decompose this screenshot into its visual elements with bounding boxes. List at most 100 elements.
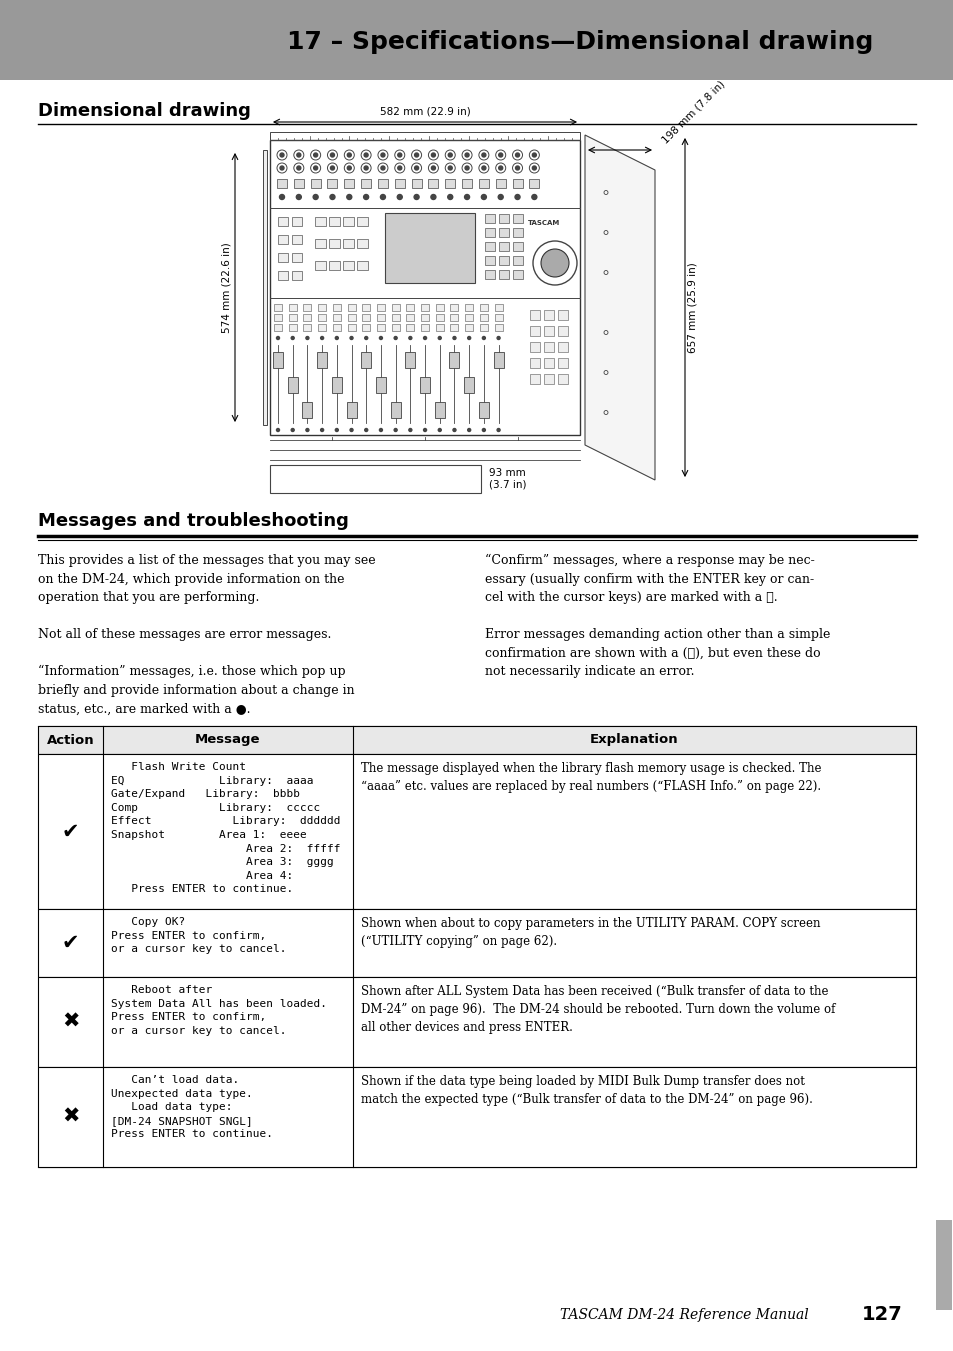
Bar — [311, 178, 320, 188]
Bar — [450, 324, 458, 331]
Bar — [479, 324, 487, 331]
Bar — [289, 324, 296, 331]
Circle shape — [414, 195, 418, 200]
Circle shape — [497, 195, 502, 200]
Bar — [479, 313, 487, 322]
Text: 582 mm (22.9 in): 582 mm (22.9 in) — [379, 107, 470, 118]
Bar — [543, 374, 554, 384]
Circle shape — [320, 336, 323, 339]
Bar — [0, 0, 953, 80]
Bar — [332, 377, 341, 393]
Bar — [543, 309, 554, 320]
Circle shape — [335, 428, 338, 431]
Bar — [361, 353, 371, 367]
Bar — [376, 313, 385, 322]
Circle shape — [467, 336, 470, 339]
Bar — [530, 342, 539, 353]
Circle shape — [314, 166, 317, 170]
Circle shape — [409, 336, 412, 339]
Text: Copy OK?
Press ENTER to confirm,
or a cursor key to cancel.: Copy OK? Press ENTER to confirm, or a cu… — [111, 917, 286, 954]
Bar — [406, 313, 414, 322]
Bar — [406, 304, 414, 311]
Bar — [314, 261, 326, 270]
Bar — [329, 218, 339, 226]
Bar — [484, 213, 495, 223]
Circle shape — [481, 195, 486, 200]
Circle shape — [453, 428, 456, 431]
Bar — [420, 324, 429, 331]
Bar — [38, 1067, 915, 1167]
Circle shape — [394, 428, 396, 431]
Circle shape — [280, 153, 284, 157]
Text: TASCAM DM-24 Reference Manual: TASCAM DM-24 Reference Manual — [559, 1308, 808, 1323]
Circle shape — [498, 166, 502, 170]
Bar — [377, 178, 388, 188]
Bar — [303, 304, 311, 311]
Bar — [294, 178, 303, 188]
Text: Explanation: Explanation — [590, 734, 679, 747]
Circle shape — [380, 166, 385, 170]
Circle shape — [279, 195, 284, 200]
Circle shape — [296, 195, 301, 200]
Circle shape — [350, 336, 353, 339]
Bar — [406, 324, 414, 331]
Bar — [494, 304, 502, 311]
Text: Shown when about to copy parameters in the UTILITY PARAM. COPY screen
(“UTILITY : Shown when about to copy parameters in t… — [360, 917, 820, 948]
Bar — [317, 313, 326, 322]
Bar — [347, 313, 355, 322]
Bar — [530, 309, 539, 320]
Circle shape — [364, 166, 368, 170]
Bar — [420, 313, 429, 322]
Text: Shown after ALL System Data has been received (“Bulk transfer of data to the
DM-: Shown after ALL System Data has been rec… — [360, 985, 835, 1034]
Circle shape — [379, 336, 382, 339]
Text: Reboot after
System Data All has been loaded.
Press ENTER to confirm,
or a curso: Reboot after System Data All has been lo… — [111, 985, 327, 1036]
Bar — [494, 313, 502, 322]
Circle shape — [464, 195, 469, 200]
Bar — [277, 218, 288, 226]
Circle shape — [515, 153, 519, 157]
Bar — [530, 326, 539, 336]
Circle shape — [330, 153, 335, 157]
Bar — [314, 218, 326, 226]
Text: 574 mm (22.6 in): 574 mm (22.6 in) — [222, 242, 232, 332]
Bar — [498, 228, 509, 236]
Bar — [530, 374, 539, 384]
Circle shape — [515, 195, 519, 200]
Circle shape — [448, 153, 452, 157]
Bar — [343, 261, 354, 270]
Bar — [292, 218, 302, 226]
Bar — [277, 253, 288, 262]
Bar — [435, 403, 444, 417]
Circle shape — [291, 336, 294, 339]
Bar — [494, 324, 502, 331]
Circle shape — [347, 153, 351, 157]
Bar — [513, 228, 522, 236]
Circle shape — [396, 195, 402, 200]
Circle shape — [394, 336, 396, 339]
Bar — [449, 353, 459, 367]
Bar — [512, 178, 522, 188]
Text: Action: Action — [47, 734, 94, 747]
Text: 127: 127 — [862, 1305, 902, 1324]
Circle shape — [447, 195, 453, 200]
Bar — [479, 304, 487, 311]
Bar — [478, 403, 488, 417]
Circle shape — [515, 166, 519, 170]
Circle shape — [364, 153, 368, 157]
Circle shape — [280, 166, 284, 170]
Bar — [436, 313, 443, 322]
Bar — [420, 304, 429, 311]
Bar — [543, 326, 554, 336]
Bar — [263, 150, 267, 426]
Bar — [347, 324, 355, 331]
Bar — [558, 374, 567, 384]
Bar — [356, 218, 368, 226]
Bar — [333, 304, 340, 311]
Bar — [288, 377, 297, 393]
Bar — [478, 178, 488, 188]
Bar — [376, 304, 385, 311]
Text: 657 mm (25.9 in): 657 mm (25.9 in) — [687, 262, 698, 353]
Circle shape — [497, 336, 499, 339]
Text: TASCAM: TASCAM — [527, 220, 559, 226]
Bar — [277, 235, 288, 245]
